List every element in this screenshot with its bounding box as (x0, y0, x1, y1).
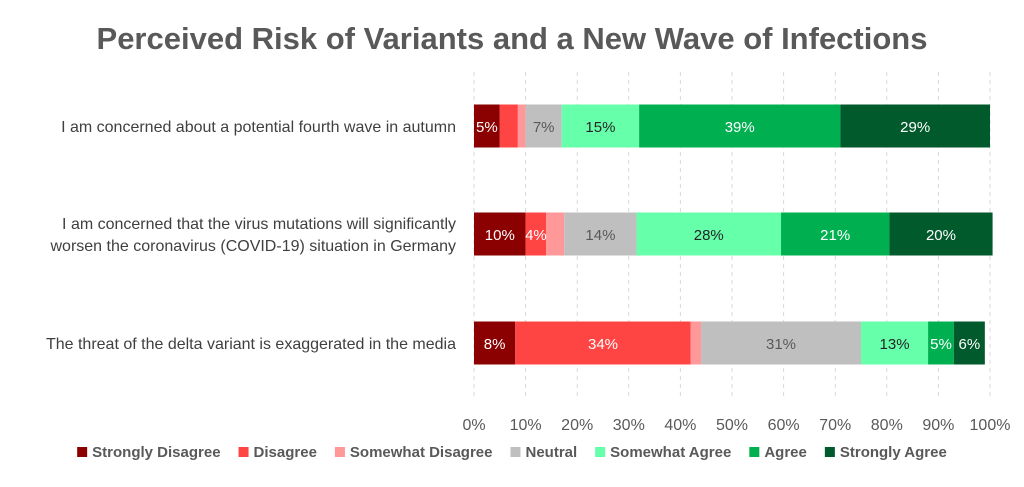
legend-item: Somewhat Agree (595, 444, 731, 461)
data-label: 5% (476, 119, 498, 136)
data-label: 6% (959, 336, 981, 353)
bar-segment (517, 104, 526, 148)
x-axis-ticks: 0% 10% 20% 30% 40% 50% 60% 70% 80% 90% 100% (462, 417, 1010, 434)
category-label: I am concerned about a potential fourth … (61, 119, 456, 136)
x-tick-label: 80% (871, 417, 903, 434)
legend-swatch (749, 447, 760, 457)
data-label: 13% (880, 336, 910, 353)
legend-item: Strongly Disagree (77, 444, 221, 461)
bar-segment (474, 212, 526, 256)
data-label: 15% (585, 119, 615, 136)
x-tick-label: 100% (970, 417, 1011, 434)
bar-segment (546, 212, 565, 256)
bar-segment (690, 321, 702, 365)
data-label: 28% (694, 227, 724, 244)
legend-swatch (334, 447, 345, 457)
category-label: The threat of the delta variant is exagg… (46, 336, 456, 353)
bar-segment (953, 321, 985, 365)
data-label: 14% (585, 227, 615, 244)
legend: Strongly Disagree Disagree Somewhat Disagr… (77, 444, 947, 461)
legend-swatch (238, 447, 249, 457)
bar-segment (840, 104, 990, 148)
bar-segment (564, 212, 637, 256)
data-label: 21% (820, 227, 850, 244)
bar-segment (474, 321, 516, 365)
data-label: 8% (484, 336, 506, 353)
legend-label: Disagree (254, 444, 317, 461)
legend-swatch (510, 447, 521, 457)
category-label: worsen the coronavirus (COVID-19) situat… (50, 238, 457, 255)
data-label: 4% (525, 227, 547, 244)
legend-item: Disagree (238, 444, 317, 461)
x-tick-label: 90% (922, 417, 954, 434)
bar-segment (701, 321, 861, 365)
x-tick-label: 40% (664, 417, 696, 434)
bar-segment (515, 321, 691, 365)
data-label: 20% (926, 227, 956, 244)
bar-segment (499, 104, 518, 148)
bar-segment (636, 212, 782, 256)
category-label: I am concerned that the virus mutations … (62, 216, 456, 233)
data-label: 10% (485, 227, 515, 244)
legend-swatch (824, 447, 835, 457)
x-tick-label: 20% (561, 417, 593, 434)
data-label: 31% (766, 336, 796, 353)
data-label: 5% (930, 336, 952, 353)
legend-label: Agree (764, 444, 807, 461)
bar-segment (889, 212, 993, 256)
x-tick-label: 60% (768, 417, 800, 434)
bar-segment (525, 212, 547, 256)
legend-item: Somewhat Disagree (334, 444, 493, 461)
bar-segment (474, 104, 500, 148)
legend-label: Somewhat Agree (610, 444, 731, 461)
legend-label: Somewhat Disagree (350, 444, 493, 461)
category-labels: I am concerned about a potential fourth … (46, 119, 456, 353)
x-tick-label: 0% (462, 417, 485, 434)
data-label: 34% (588, 336, 618, 353)
bar-segment (525, 104, 562, 148)
legend-item: Strongly Agree (824, 444, 947, 461)
data-label: 29% (900, 119, 930, 136)
legend-label: Strongly Agree (840, 444, 947, 461)
x-tick-label: 30% (613, 417, 645, 434)
bar-segment (861, 321, 929, 365)
bar-segment (928, 321, 954, 365)
data-label: 7% (533, 119, 555, 136)
legend-item: Agree (749, 444, 807, 461)
bars: 5% 7% 15% 39% 29% 10% 4% 14% 28% 21% 20% 8% 34% 31% 13… (474, 104, 993, 365)
bar-segment (781, 212, 890, 256)
x-tick-label: 10% (510, 417, 542, 434)
legend-label: Strongly Disagree (92, 444, 220, 461)
bar-segment (561, 104, 640, 148)
bar-segment (639, 104, 841, 148)
legend-item: Neutral (510, 444, 577, 461)
legend-swatch (77, 447, 88, 457)
data-label: 39% (725, 119, 755, 136)
chart-title: Perceived Risk of Variants and a New Wav… (97, 21, 928, 56)
legend-swatch (595, 447, 606, 457)
x-tick-label: 50% (716, 417, 748, 434)
legend-label: Neutral (525, 444, 577, 461)
x-tick-label: 70% (819, 417, 851, 434)
